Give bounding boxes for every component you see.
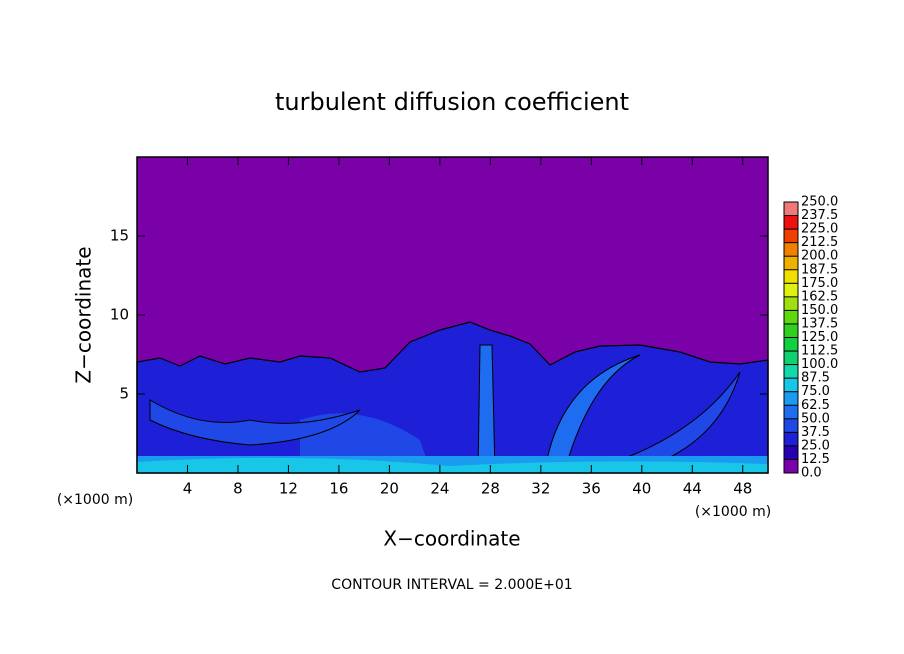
field-streak [477, 344, 496, 474]
colorbar-band [784, 310, 798, 324]
x-tick-label: 16 [329, 480, 348, 498]
colorbar-band [784, 405, 798, 419]
colorbar-tick-label: 37.5 [801, 425, 830, 440]
colorbar-tick-label: 250.0 [801, 195, 838, 210]
colorbar-tick-label: 0.0 [801, 466, 822, 481]
colorbar-band [784, 202, 798, 216]
colorbar-band [784, 364, 798, 379]
colorbar-band [784, 296, 798, 311]
x-tick-label: 12 [279, 480, 298, 498]
x-tick-label: 4 [183, 480, 193, 498]
x-unit-label: (×1000 m) [57, 492, 133, 508]
colorbar-tick-label: 125.0 [801, 330, 838, 345]
colorbar-tick-label: 200.0 [801, 249, 838, 264]
field-region [137, 457, 768, 473]
colorbar-tick-label: 225.0 [801, 222, 838, 237]
colorbar-tick-label: 75.0 [801, 384, 830, 399]
field-streak [544, 354, 641, 471]
colorbar-band [784, 351, 798, 365]
colorbar-band [784, 215, 798, 230]
x-axis-label: X−coordinate [383, 527, 520, 551]
y-tick-label: 5 [119, 385, 129, 403]
colorbar-band [784, 323, 798, 338]
y-axis-label: Z−coordinate [72, 246, 96, 383]
field-streak [149, 399, 361, 446]
annotation: CONTOUR INTERVAL = 2.000E+01 [331, 577, 572, 593]
colorbar-band [784, 337, 798, 352]
colorbar-tick-label: 87.5 [801, 371, 830, 386]
colorbar-tick-label: 212.5 [801, 235, 838, 250]
colorbar-band [784, 391, 798, 406]
x-unit-label: (×1000 m) [695, 504, 771, 520]
colorbar-tick-label: 187.5 [801, 262, 838, 277]
colorbar-tick-label: 12.5 [801, 452, 830, 467]
x-tick-label: 44 [683, 480, 702, 498]
colorbar-band [784, 459, 798, 473]
x-tick-label: 36 [582, 480, 601, 498]
colorbar-tick-label: 62.5 [801, 398, 830, 413]
x-tick-label: 32 [531, 480, 550, 498]
colorbar-tick-label: 150.0 [801, 303, 838, 318]
contour-field [136, 157, 769, 474]
colorbar-band [784, 445, 798, 460]
colorbar-tick-label: 137.5 [801, 316, 838, 331]
x-tick-label: 40 [632, 480, 651, 498]
colorbar-band [784, 256, 798, 270]
colorbar-band [784, 229, 798, 243]
colorbar-band [784, 378, 798, 392]
y-tick-label: 15 [110, 227, 129, 245]
chart-title: turbulent diffusion coefficient [275, 88, 629, 116]
colorbar-band [784, 418, 798, 433]
x-tick-label: 48 [733, 480, 752, 498]
colorbar-band [784, 242, 798, 257]
colorbar-tick-label: 162.5 [801, 289, 838, 304]
y-tick-label: 10 [110, 306, 129, 324]
colorbar-tick-label: 237.5 [801, 208, 838, 223]
colorbar-band [784, 283, 798, 297]
x-tick-label: 28 [481, 480, 500, 498]
colorbar-tick-label: 100.0 [801, 357, 838, 372]
colorbar-band [784, 432, 798, 446]
colorbar-tick-label: 25.0 [801, 438, 830, 453]
x-tick-label: 8 [233, 480, 243, 498]
colorbar-tick-label: 50.0 [801, 411, 830, 426]
x-tick-label: 20 [380, 480, 399, 498]
colorbar-tick-label: 175.0 [801, 276, 838, 291]
colorbar-band [784, 269, 798, 284]
colorbar-tick-label: 112.5 [801, 344, 838, 359]
x-tick-label: 24 [430, 480, 449, 498]
